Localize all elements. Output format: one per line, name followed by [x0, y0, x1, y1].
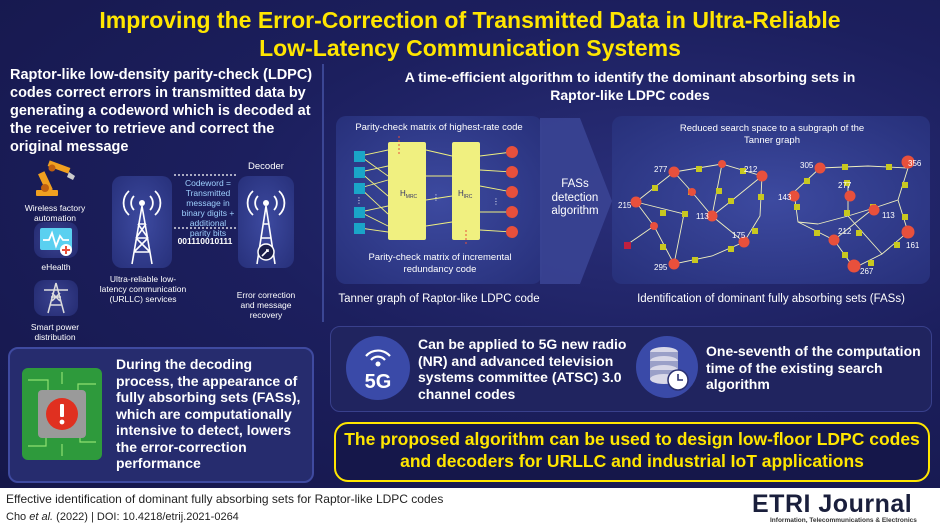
power-tower-icon — [44, 282, 68, 314]
page-title: Improving the Error-Correction of Transm… — [0, 6, 940, 62]
footer-citation: Cho et al. (2022) | DOI: 10.4218/etrij.2… — [6, 511, 239, 523]
node-label: 215 — [618, 201, 632, 210]
feature-time-text: One-seventh of the computation time of t… — [706, 343, 921, 392]
logo-subtitle: Information, Telecommunications & Electr… — [770, 517, 917, 524]
decoder-tower-icon — [246, 190, 286, 265]
node-label: 277 — [654, 165, 668, 174]
footer-doi: (2022) | DOI: 10.4218/etrij.2021-0264 — [53, 511, 239, 523]
node-label: 295 — [654, 263, 668, 272]
app-smart-power: Smart power distribution — [14, 280, 96, 342]
radio-tower-icon — [122, 190, 162, 265]
app-ehealth: eHealth — [24, 222, 88, 274]
footer-title: Effective identification of dominant ful… — [6, 492, 444, 506]
database-clock-icon — [636, 336, 698, 398]
svg-text:⋮: ⋮ — [355, 196, 363, 205]
subgraph-diagram: 277 212 215 113 175 295 305 356 277 143 … — [618, 155, 922, 276]
node-label: 267 — [860, 267, 874, 276]
decoder-panel — [238, 176, 294, 268]
decoder-title: Decoder — [248, 161, 284, 172]
arrow-label: FASs detection algorithm — [551, 178, 599, 217]
footer-authors: Cho — [6, 511, 30, 523]
node-label: 175 — [732, 231, 746, 240]
node-label: 161 — [906, 241, 920, 250]
fas-warning-text: During the decoding process, the appeara… — [116, 356, 301, 471]
5g-icon: 5G — [346, 336, 410, 400]
app-label-power: Smart power distribution — [30, 322, 80, 342]
decoder-label: Error correction and message recovery — [236, 290, 296, 320]
column-divider — [322, 64, 324, 322]
subgraph-top-label: Reduced search space to a subgraph of th… — [679, 123, 865, 146]
right-heading: A time-efficient algorithm to identify t… — [330, 68, 930, 104]
logo-etri: ETRI — [752, 490, 811, 518]
robot-arm-icon — [36, 160, 75, 196]
app-label-ehealth: eHealth — [41, 262, 71, 272]
node-label: 113 — [882, 211, 895, 220]
tanner-graph-diagram: ⋮ HMRC ⋮ HIRC ⋮ — [354, 136, 518, 246]
codeword-label: Codeword = Transmitted message in binary… — [181, 178, 235, 238]
node-label: 356 — [908, 159, 922, 168]
chip-warning-icon — [22, 368, 102, 460]
tanner-caption: Tanner graph of Raptor-like LDPC code — [338, 293, 540, 305]
node-label: 305 — [800, 161, 814, 170]
node-label: 212 — [744, 165, 758, 174]
tower-label: Ultra-reliable low-latency communication… — [99, 274, 187, 304]
etri-journal-logo: ETRI Journal — [752, 490, 912, 519]
right-heading-line-1: A time-efficient algorithm to identify t… — [404, 69, 856, 85]
footer-et-al: et al. — [29, 511, 54, 523]
app-label-factory: Wireless factory automation — [24, 203, 86, 223]
tanner-bottom-label: Parity-check matrix of incremental redun… — [368, 252, 512, 275]
left-heading: Raptor-like low-density parity-check (LD… — [10, 67, 313, 155]
title-line-2: Low-Latency Communication Systems — [259, 35, 681, 61]
features-panel — [330, 326, 932, 412]
health-monitor-icon — [40, 228, 72, 256]
subgraph-caption: Identification of dominant fully absorbi… — [637, 293, 905, 305]
binary-codeword: 001110010111 — [177, 236, 233, 246]
tanner-graph-panel — [336, 116, 542, 284]
app-wireless-factory: Wireless factory automation — [14, 158, 96, 223]
svg-text:⋮: ⋮ — [432, 193, 440, 202]
urllc-tower-panel — [112, 176, 172, 268]
conclusion-box — [334, 422, 930, 482]
node-label: 277 — [838, 181, 852, 190]
hirc-label: HIRC — [458, 189, 473, 200]
node-label: 143 — [778, 193, 792, 202]
right-heading-line-2: Raptor-like LDPC codes — [550, 87, 710, 103]
tanner-top-label: Parity-check matrix of highest-rate code — [355, 122, 523, 133]
feature-5g-text: Can be applied to 5G new radio (NR) and … — [418, 336, 627, 402]
conclusion-text: The proposed algorithm can be used to de… — [344, 429, 920, 471]
svg-text:⋮: ⋮ — [492, 197, 500, 206]
5g-badge: 5G — [365, 371, 392, 393]
logo-journal: Journal — [810, 490, 913, 518]
node-label: 113 — [696, 212, 709, 221]
node-label: 212 — [838, 227, 852, 236]
title-line-1: Improving the Error-Correction of Transm… — [99, 7, 841, 33]
process-arrow — [540, 118, 612, 284]
hmrc-label: HMRC — [400, 189, 418, 200]
infographic-poster: Improving the Error-Correction of Transm… — [0, 0, 940, 488]
